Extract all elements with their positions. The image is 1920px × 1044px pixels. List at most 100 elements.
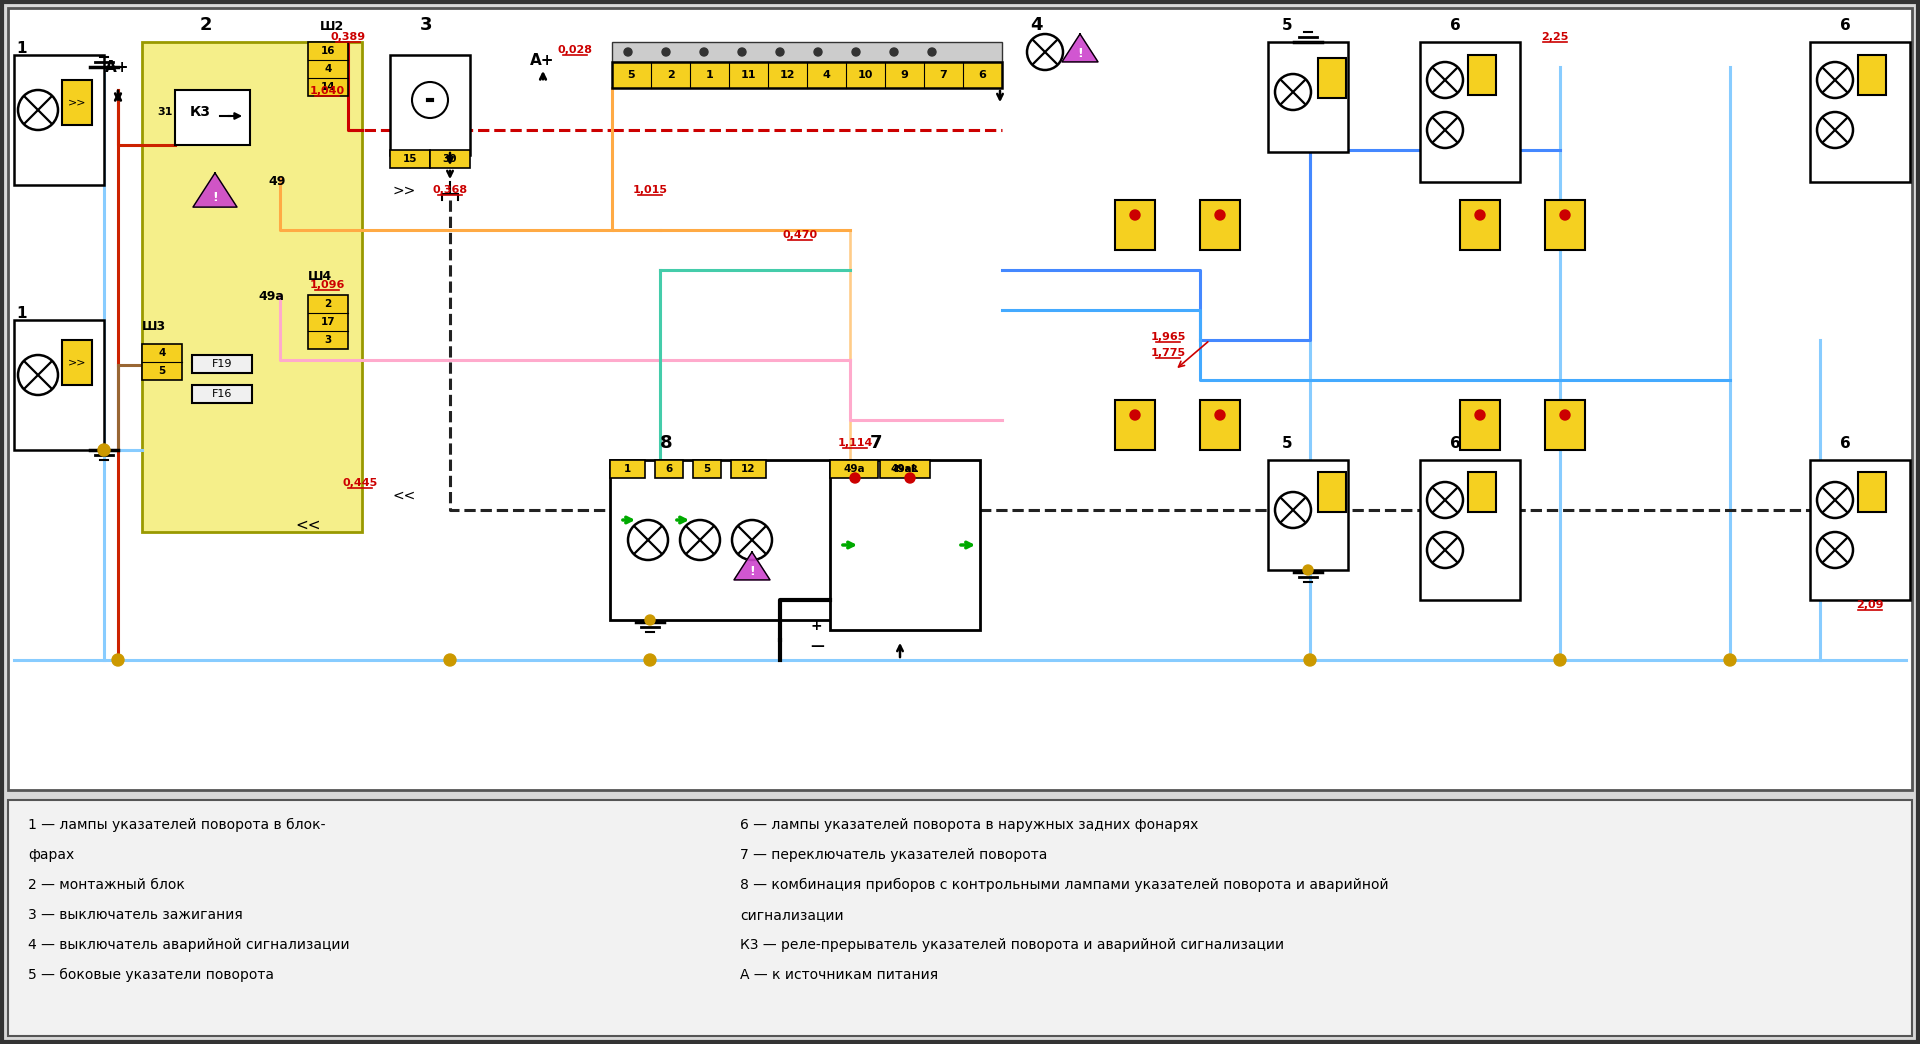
Text: 7 — переключатель указателей поворота: 7 — переключатель указателей поворота <box>739 848 1048 862</box>
Text: 6: 6 <box>1450 436 1461 451</box>
Text: 3 — выключатель зажигания: 3 — выключатель зажигания <box>29 908 242 922</box>
Bar <box>612 42 1002 62</box>
Text: 0,028: 0,028 <box>557 45 593 55</box>
Polygon shape <box>1062 34 1098 62</box>
Bar <box>390 150 430 168</box>
Text: 7: 7 <box>870 434 883 452</box>
Circle shape <box>111 654 125 666</box>
Text: 1,040: 1,040 <box>309 86 344 96</box>
Text: 14: 14 <box>321 82 336 92</box>
Circle shape <box>662 48 670 56</box>
Bar <box>693 460 722 478</box>
Circle shape <box>1475 410 1484 420</box>
Text: 30: 30 <box>444 155 457 164</box>
Text: А — к источникам питания: А — к источникам питания <box>739 968 939 982</box>
Bar <box>1859 55 1885 95</box>
Text: 0,368: 0,368 <box>432 185 468 195</box>
Text: 1,775: 1,775 <box>1150 348 1185 358</box>
Bar <box>1421 460 1521 600</box>
Text: 1 — лампы указателей поворота в блок-: 1 — лампы указателей поворота в блок- <box>29 818 326 832</box>
Text: 1: 1 <box>15 41 27 56</box>
Text: сигнализации: сигнализации <box>739 908 843 922</box>
Bar <box>61 340 92 385</box>
Text: 4: 4 <box>324 64 332 74</box>
Bar <box>1469 55 1496 95</box>
Bar <box>829 460 979 630</box>
Text: +: + <box>810 619 822 633</box>
Bar <box>13 321 104 450</box>
Text: —: — <box>810 639 824 652</box>
Text: 6: 6 <box>666 464 672 474</box>
Text: К3: К3 <box>190 105 211 119</box>
Text: 49: 49 <box>269 175 286 188</box>
Circle shape <box>732 520 772 560</box>
Circle shape <box>17 355 58 395</box>
Circle shape <box>1131 210 1140 220</box>
Bar <box>1421 42 1521 182</box>
Text: 0,470: 0,470 <box>783 230 818 240</box>
Circle shape <box>1816 482 1853 518</box>
Text: Ш2: Ш2 <box>321 20 344 33</box>
Circle shape <box>1553 654 1567 666</box>
Text: 2,25: 2,25 <box>1542 32 1569 42</box>
Circle shape <box>1559 210 1571 220</box>
Circle shape <box>645 615 655 625</box>
Text: 8: 8 <box>660 434 672 452</box>
Text: 12: 12 <box>780 70 795 80</box>
Text: F19: F19 <box>211 359 232 369</box>
Text: <<: << <box>392 489 415 503</box>
Circle shape <box>1816 112 1853 148</box>
Circle shape <box>891 48 899 56</box>
Polygon shape <box>733 552 770 579</box>
Text: 5: 5 <box>703 464 710 474</box>
Text: >>: >> <box>67 357 86 367</box>
Circle shape <box>1427 532 1463 568</box>
Bar <box>1546 400 1586 450</box>
Text: 16: 16 <box>321 46 336 56</box>
Text: 5: 5 <box>157 366 165 376</box>
Text: 6: 6 <box>979 70 987 80</box>
Circle shape <box>1475 210 1484 220</box>
Text: !: ! <box>749 565 755 578</box>
Bar <box>1459 200 1500 250</box>
Text: 7: 7 <box>939 70 947 80</box>
Bar <box>1116 200 1156 250</box>
Bar <box>829 460 877 478</box>
Bar <box>1469 472 1496 512</box>
Text: 2: 2 <box>324 299 332 309</box>
Bar <box>611 460 851 620</box>
Text: A+: A+ <box>530 53 555 68</box>
Bar <box>612 62 1002 88</box>
Text: 0,389: 0,389 <box>330 32 365 42</box>
Bar <box>307 295 348 349</box>
Text: 15: 15 <box>403 155 417 164</box>
Circle shape <box>98 444 109 456</box>
Bar <box>1811 42 1910 182</box>
Bar <box>142 42 363 532</box>
Bar <box>8 800 1912 1036</box>
Text: 49а: 49а <box>843 464 864 474</box>
Text: 6: 6 <box>1450 18 1461 33</box>
Circle shape <box>1027 34 1064 70</box>
Bar <box>13 55 104 185</box>
Bar <box>1546 200 1586 250</box>
Circle shape <box>1559 410 1571 420</box>
Bar <box>1459 400 1500 450</box>
Circle shape <box>851 473 860 483</box>
Circle shape <box>1427 112 1463 148</box>
Circle shape <box>1427 62 1463 98</box>
Text: 1: 1 <box>624 464 632 474</box>
Text: 6: 6 <box>1839 436 1851 451</box>
Text: 49аL: 49аL <box>891 464 920 474</box>
Circle shape <box>1427 482 1463 518</box>
Text: 3: 3 <box>324 335 332 345</box>
Text: 31: 31 <box>157 106 173 117</box>
Text: 1,965: 1,965 <box>1150 332 1187 342</box>
Text: >>: >> <box>67 97 86 106</box>
Bar <box>175 90 250 145</box>
Bar <box>1317 472 1346 512</box>
Text: Ш3: Ш3 <box>142 321 167 333</box>
Bar <box>732 460 766 478</box>
Text: 9: 9 <box>900 70 908 80</box>
Text: !: ! <box>1077 47 1083 61</box>
